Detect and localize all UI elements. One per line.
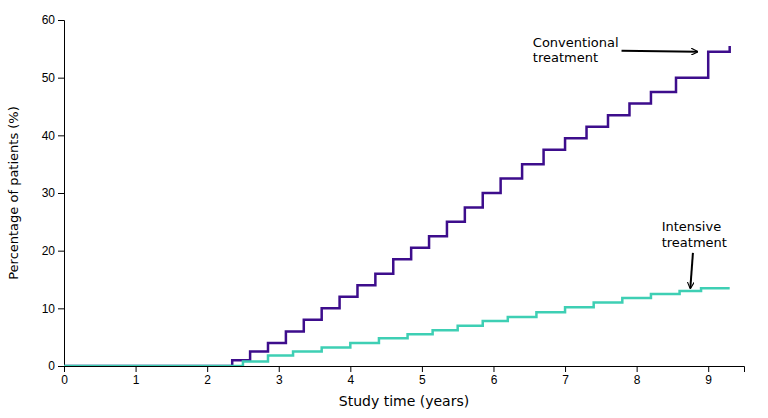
- x-tick-mark: [350, 366, 351, 372]
- x-tick-mark: [207, 366, 208, 372]
- annotation-arrow: [690, 253, 693, 288]
- x-tick-mark: [279, 366, 280, 372]
- x-tick: 0: [61, 366, 68, 387]
- y-tick-label: 20: [42, 244, 56, 258]
- annotations: ConventionaltreatmentIntensivetreatment: [533, 35, 727, 288]
- y-tick-mark: [58, 308, 64, 309]
- x-tick-label: 3: [276, 373, 283, 387]
- x-tick-label: 7: [562, 373, 569, 387]
- step-line: [64, 46, 730, 366]
- y-tick-label: 50: [42, 71, 56, 85]
- x-tick-label: 0: [61, 373, 68, 387]
- x-tick: 4: [347, 366, 354, 387]
- x-tick-mark: [136, 366, 137, 372]
- annotation-line: treatment: [533, 50, 598, 65]
- step-line: [64, 288, 730, 366]
- y-tick: 30: [42, 186, 64, 200]
- series-group: [64, 46, 730, 366]
- x-tick: 1: [133, 366, 140, 387]
- y-tick-mark: [58, 20, 64, 21]
- y-tick: 40: [42, 129, 64, 143]
- annotation-text: Conventionaltreatment: [533, 35, 619, 66]
- y-tick-mark: [58, 193, 64, 194]
- x-tick-label: 1: [133, 373, 140, 387]
- x-axis-title: Study time (years): [339, 393, 469, 409]
- x-tick: 9: [705, 366, 712, 387]
- x-tick-label: 8: [634, 373, 641, 387]
- x-tick: 6: [491, 366, 498, 387]
- x-tick: 3: [276, 366, 283, 387]
- y-tick-label: 60: [42, 13, 56, 27]
- x-tick-label: 5: [419, 373, 426, 387]
- x-tick: 7: [562, 366, 569, 387]
- x-tick-mark: [637, 366, 638, 372]
- annotation-line: Conventional: [533, 35, 619, 50]
- y-tick-mark: [58, 135, 64, 136]
- y-axis-line: [58, 21, 65, 367]
- x-tick-mark: [422, 366, 423, 372]
- x-tick-label: 9: [705, 373, 712, 387]
- x-tick-label: 2: [204, 373, 211, 387]
- x-tick-mark: [565, 366, 566, 372]
- x-tick-mark: [708, 366, 709, 372]
- x-axis: 0 1 2 3 4 5 6 7 8 9: [61, 366, 744, 387]
- y-tick: 0: [48, 359, 64, 373]
- x-tick-label: 4: [347, 373, 354, 387]
- y-tick: 60: [42, 13, 64, 27]
- x-tick: 8: [634, 366, 641, 387]
- x-tick: 2: [204, 366, 211, 387]
- annotation-line: treatment: [662, 235, 727, 250]
- y-tick: 20: [42, 244, 64, 258]
- y-axis-title: Percentage of patients (%): [6, 106, 21, 280]
- y-tick-mark: [58, 78, 64, 79]
- y-axis: 0 10 20 30 40 50 60: [42, 13, 65, 373]
- annotation-text: Intensivetreatment: [662, 219, 727, 250]
- y-tick-label: 30: [42, 186, 56, 200]
- chart: 01234567890102030405060Conventionaltreat…: [0, 0, 768, 418]
- y-tick-mark: [58, 366, 64, 367]
- y-tick-label: 0: [48, 359, 55, 373]
- x-axis-line: [65, 367, 745, 373]
- x-tick: 5: [419, 366, 426, 387]
- y-tick: 10: [42, 302, 64, 316]
- annotation-arrow: [622, 51, 698, 52]
- annotation-line: Intensive: [662, 219, 721, 234]
- y-tick: 50: [42, 71, 64, 85]
- y-tick-label: 40: [42, 129, 56, 143]
- y-tick-label: 10: [42, 302, 56, 316]
- x-tick-mark: [493, 366, 494, 372]
- x-tick-label: 6: [491, 373, 498, 387]
- plot: 01234567890102030405060Conventionaltreat…: [42, 13, 745, 386]
- y-tick-mark: [58, 251, 64, 252]
